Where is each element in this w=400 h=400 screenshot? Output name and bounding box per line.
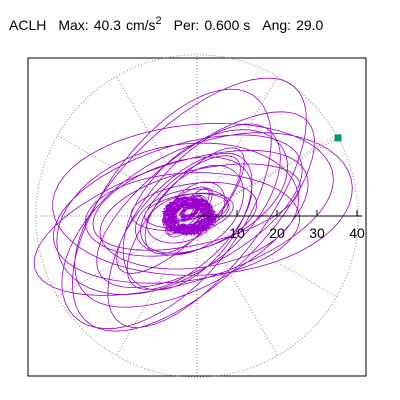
max-unit: cm/s	[125, 17, 156, 33]
max-label: Max:	[58, 17, 89, 33]
grid-spoke	[115, 215, 198, 356]
orbit-path	[33, 77, 353, 332]
max-unit-exponent: 2	[155, 15, 162, 27]
period-label: Per:	[173, 17, 200, 33]
max-point-marker-group	[196, 134, 342, 217]
period-value: 0.600 s	[204, 17, 251, 33]
max-direction-line	[196, 137, 339, 217]
component-label: ACLH	[9, 17, 47, 33]
angle-label: Ang:	[262, 17, 292, 33]
radial-tick-label: 40	[349, 225, 365, 241]
radial-tick-label: 30	[309, 225, 325, 241]
orbit-trace	[33, 77, 353, 332]
radial-tick-label: 10	[229, 225, 245, 241]
max-point-marker	[334, 134, 342, 142]
chart-title: ACLH Max: 40.3 cm/s2 Per: 0.600 s Ang: 29.0	[9, 16, 323, 34]
radial-tick-label: 20	[269, 225, 285, 241]
radial-axis: 10 20 30 40	[197, 210, 365, 241]
angle-value: 29.0	[296, 17, 324, 33]
max-value: 40.3	[93, 17, 121, 33]
